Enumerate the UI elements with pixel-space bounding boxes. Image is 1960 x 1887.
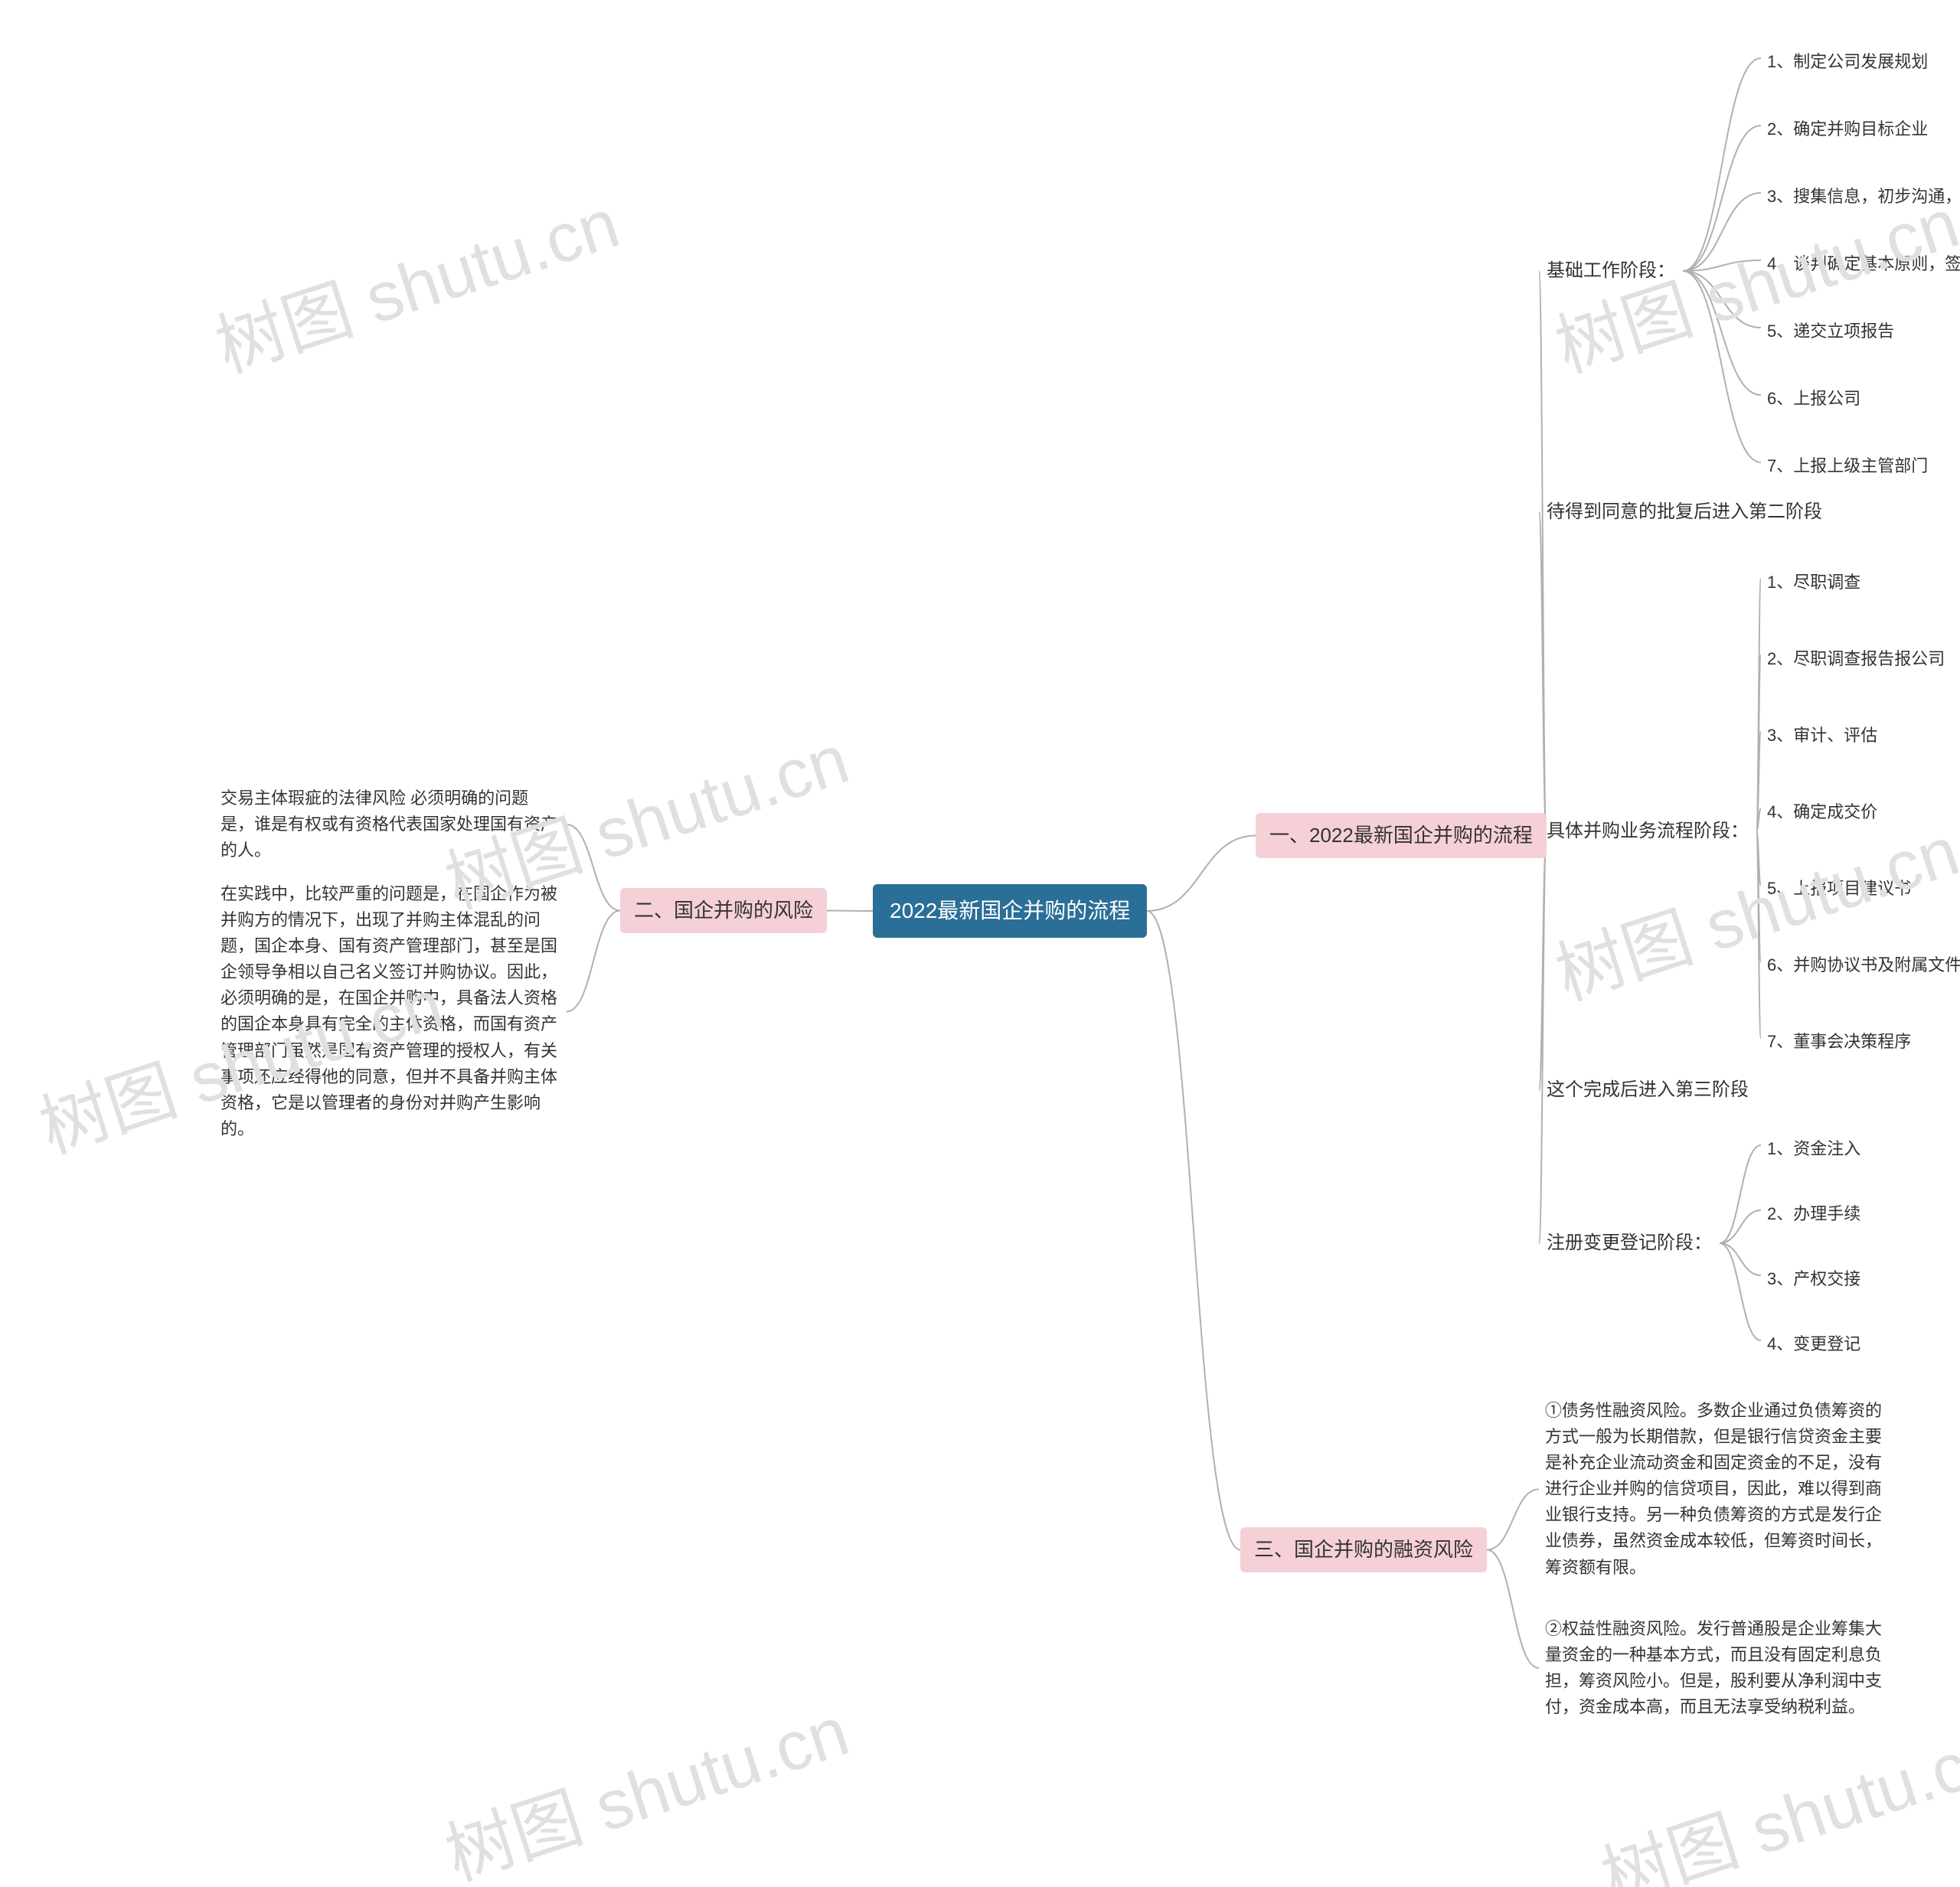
leaf-item: 4、谈判确定基本原则，签订意向协议: [1761, 248, 1960, 279]
leaf-item: 2、确定并购目标企业: [1761, 113, 1934, 145]
sub-next-stage-note: 这个完成后进入第三阶段: [1539, 1072, 1756, 1108]
leaf-item: 6、并购协议书及附属文件签署: [1761, 949, 1960, 981]
leaf-item: 1、制定公司发展规划: [1761, 46, 1934, 77]
sub-register-stage: 注册变更登记阶段：: [1539, 1225, 1720, 1262]
leaf-item: 2、尽职调查报告报公司: [1761, 643, 1951, 674]
leaf-item: 5、递交立项报告: [1761, 315, 1900, 347]
watermark: 树图 shutu.cn: [201, 168, 629, 391]
leaf-item: 3、搜集信息，初步沟通，了解目标企业意向: [1761, 181, 1960, 212]
sub-business-stage: 具体并购业务流程阶段：: [1539, 813, 1756, 850]
root-node: 2022最新国企并购的流程: [873, 884, 1147, 938]
branch-process: 一、2022最新国企并购的流程: [1256, 813, 1547, 858]
leaf-item: 3、产权交接: [1761, 1263, 1867, 1294]
finance-risk-para: ②权益性融资风险。发行普通股是企业筹集大量资金的一种基本方式，而且没有固定利息负…: [1539, 1611, 1891, 1725]
watermark: 树图 shutu.cn: [1587, 1699, 1960, 1887]
leaf-item: 6、上报公司: [1761, 383, 1867, 414]
leaf-item: 7、上报上级主管部门: [1761, 450, 1934, 482]
watermark: 树图 shutu.cn: [431, 1676, 859, 1887]
risk-para: 在实践中，比较严重的问题是，在国企作为被并购方的情况下，出现了并购主体混乱的问题…: [214, 877, 567, 1147]
sub-basic-stage: 基础工作阶段：: [1539, 253, 1683, 289]
leaf-item: 4、变更登记: [1761, 1328, 1867, 1360]
leaf-item: 3、审计、评估: [1761, 720, 1883, 751]
leaf-item: 5、上报项目建议书: [1761, 873, 1917, 904]
leaf-item: 1、尽职调查: [1761, 566, 1867, 598]
risk-para: 交易主体瑕疵的法律风险 必须明确的问题是，谁是有权或有资格代表国家处理国有资产的…: [214, 781, 567, 868]
branch-risk: 二、国企并购的风险: [620, 888, 827, 933]
leaf-item: 2、办理手续: [1761, 1198, 1867, 1229]
leaf-item: 1、资金注入: [1761, 1133, 1867, 1164]
leaf-item: 4、确定成交价: [1761, 796, 1883, 828]
branch-finance-risk: 三、国企并购的融资风险: [1240, 1527, 1487, 1572]
sub-approval-note: 待得到同意的批复后进入第二阶段: [1539, 494, 1830, 531]
leaf-item: 7、董事会决策程序: [1761, 1026, 1917, 1057]
finance-risk-para: ①债务性融资风险。多数企业通过负债筹资的方式一般为长期借款，但是银行信贷资金主要…: [1539, 1393, 1891, 1585]
